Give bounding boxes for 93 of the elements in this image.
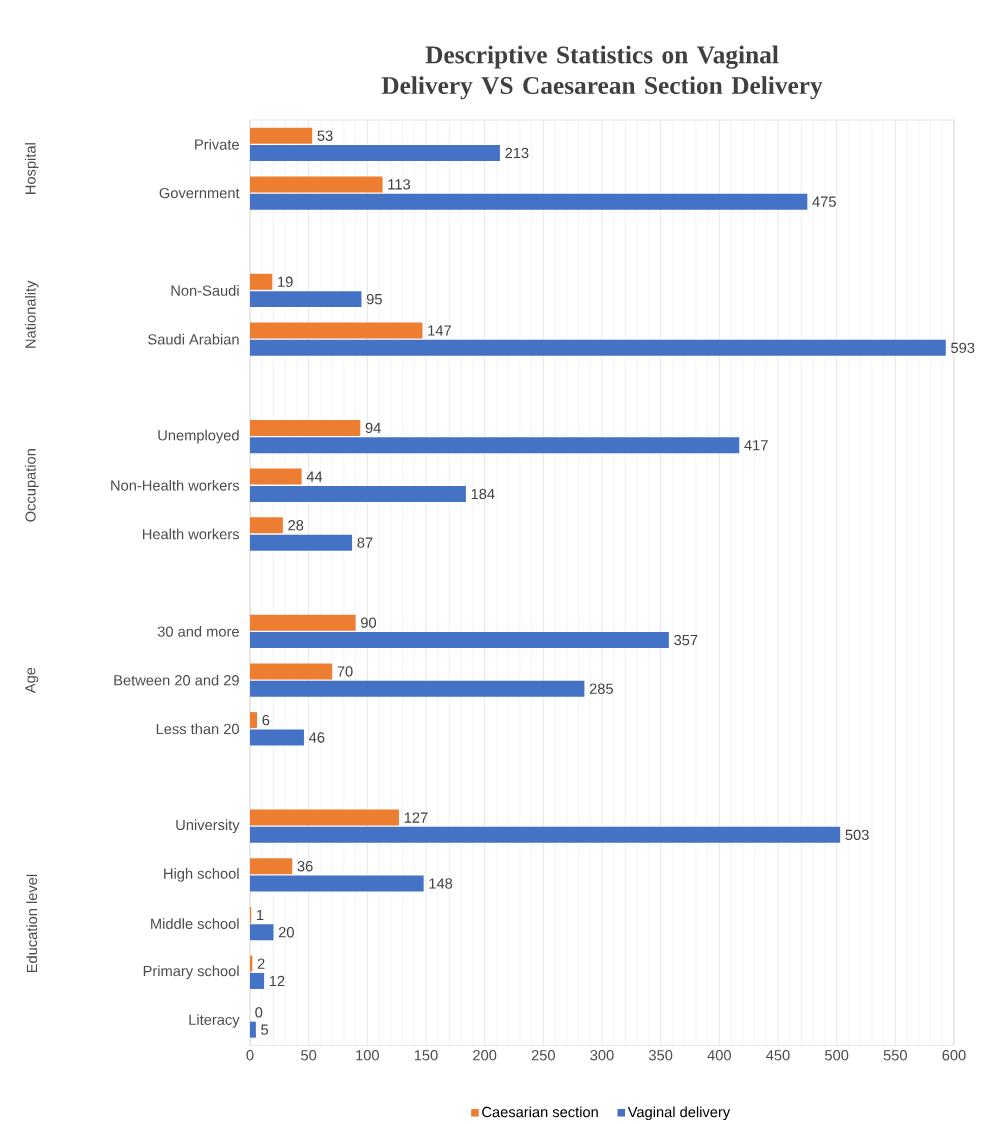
bar — [250, 273, 273, 290]
bar — [250, 632, 669, 649]
y-tick-label: High school — [164, 868, 239, 882]
y-tick-label: Between 20 and 29 — [114, 674, 239, 686]
bar — [250, 485, 466, 502]
bar — [250, 291, 362, 308]
data-label: 213 — [505, 147, 529, 159]
bar — [250, 193, 808, 210]
x-tick-label: 0 — [246, 1050, 254, 1061]
bar — [250, 924, 274, 941]
data-label: 5 — [261, 1024, 269, 1035]
data-label: 12 — [269, 975, 285, 987]
data-label: 28 — [288, 520, 304, 531]
data-label: 285 — [589, 683, 613, 694]
data-label: 95 — [366, 293, 382, 305]
y-tick-label: Unemployed — [158, 429, 239, 444]
x-tick-label: 400 — [707, 1050, 731, 1061]
text: Age — [25, 667, 39, 694]
y-tick-label: Private — [195, 138, 239, 150]
legend-label: Vaginal delivery — [627, 1106, 731, 1121]
data-label: 19 — [278, 276, 293, 287]
bar — [250, 127, 313, 144]
text: Occupation — [24, 449, 39, 522]
bar — [250, 972, 265, 989]
data-label: 148 — [429, 878, 453, 889]
data-label: 46 — [309, 732, 325, 743]
bar — [250, 1021, 256, 1038]
x-tick-label: 500 — [825, 1050, 849, 1061]
chart-title: Descriptive Statistics on Vaginal Delivery VS Caesarean Section Delivery — [381, 45, 823, 100]
bar — [250, 680, 585, 697]
data-label: 87 — [357, 537, 373, 548]
bar — [250, 517, 283, 534]
data-label: 44 — [306, 471, 323, 482]
data-label: 127 — [404, 812, 428, 823]
data-label: 503 — [845, 829, 869, 841]
data-label: 2 — [257, 958, 265, 969]
bar — [250, 809, 400, 826]
data-label: 36 — [297, 861, 313, 872]
y-tick-label: Primary school — [143, 965, 239, 980]
y-tick-label: Literacy — [189, 1014, 240, 1028]
data-label: 53 — [317, 130, 333, 141]
y-tick-label: University — [176, 819, 240, 833]
x-tick-label: 150 — [414, 1050, 438, 1061]
x-tick-label: 450 — [766, 1050, 790, 1061]
x-tick-label: 250 — [531, 1050, 555, 1061]
bar — [250, 419, 361, 436]
text: Education level — [26, 874, 38, 973]
data-label: 475 — [812, 196, 836, 207]
text: Nationality — [24, 280, 39, 348]
data-label: 20 — [278, 927, 294, 938]
x-tick-label: 200 — [473, 1050, 497, 1061]
y-tick-label: Health workers — [143, 528, 240, 540]
data-label: 184 — [471, 488, 495, 500]
legend-label: Caesarian section — [482, 1106, 598, 1118]
x-tick-label: 600 — [942, 1050, 966, 1061]
data-label: 70 — [337, 666, 353, 677]
data-label: 94 — [365, 422, 381, 434]
y-tick-label: 30 and more — [157, 625, 239, 637]
data-label: 0 — [255, 1007, 263, 1018]
bar — [250, 437, 740, 454]
bar — [250, 729, 304, 746]
data-label: 593 — [951, 342, 975, 354]
data-label: 6 — [262, 714, 270, 726]
data-label: 147 — [428, 325, 451, 336]
data-label: 90 — [361, 617, 377, 628]
y-tick-label: Less than 20 — [156, 723, 239, 735]
bar — [250, 663, 333, 680]
bar — [250, 826, 841, 843]
y-tick-label: Saudi Arabian — [148, 333, 239, 345]
text: Hospital — [24, 143, 39, 194]
bar — [250, 614, 356, 631]
x-tick-label: 550 — [883, 1050, 907, 1061]
x-tick-label: 350 — [648, 1050, 673, 1061]
y-tick-label: Non-Health workers — [111, 479, 240, 491]
data-label: 357 — [674, 634, 698, 646]
bar — [250, 176, 383, 193]
bar — [250, 322, 423, 339]
bar — [250, 145, 500, 162]
bar — [250, 875, 424, 892]
bar — [250, 468, 302, 485]
data-label: 417 — [744, 440, 768, 451]
bar — [250, 534, 353, 551]
x-tick-label: 300 — [590, 1050, 614, 1061]
bar — [250, 339, 946, 356]
bar — [250, 858, 293, 875]
x-tick-label: 100 — [356, 1050, 379, 1061]
y-tick-label: Government — [159, 187, 240, 199]
data-label: 113 — [388, 179, 411, 190]
y-tick-label: Non-Saudi — [171, 285, 239, 296]
data-label: 1 — [256, 909, 264, 920]
x-tick-label: 50 — [301, 1050, 317, 1061]
bar — [250, 712, 258, 729]
y-tick-label: Middle school — [151, 918, 239, 929]
